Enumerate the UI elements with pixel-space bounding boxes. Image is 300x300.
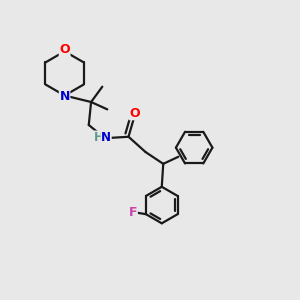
Text: O: O [59,44,70,56]
Text: H: H [94,131,103,144]
Text: N: N [59,91,70,103]
Text: N: N [101,131,111,144]
Text: O: O [129,107,140,120]
Text: F: F [129,206,137,219]
